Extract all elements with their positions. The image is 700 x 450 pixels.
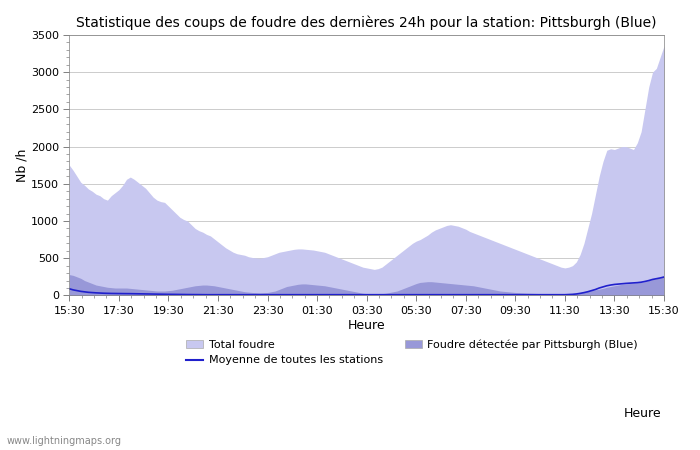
Legend: Total foudre, Moyenne de toutes les stations, Foudre détectée par Pittsburgh (Bl: Total foudre, Moyenne de toutes les stat… bbox=[182, 335, 642, 370]
Y-axis label: Nb /h: Nb /h bbox=[15, 148, 28, 182]
X-axis label: Heure: Heure bbox=[348, 319, 386, 332]
Text: Heure: Heure bbox=[624, 407, 662, 420]
Text: www.lightningmaps.org: www.lightningmaps.org bbox=[7, 436, 122, 446]
Title: Statistique des coups de foudre des dernières 24h pour la station: Pittsburgh (B: Statistique des coups de foudre des dern… bbox=[76, 15, 657, 30]
